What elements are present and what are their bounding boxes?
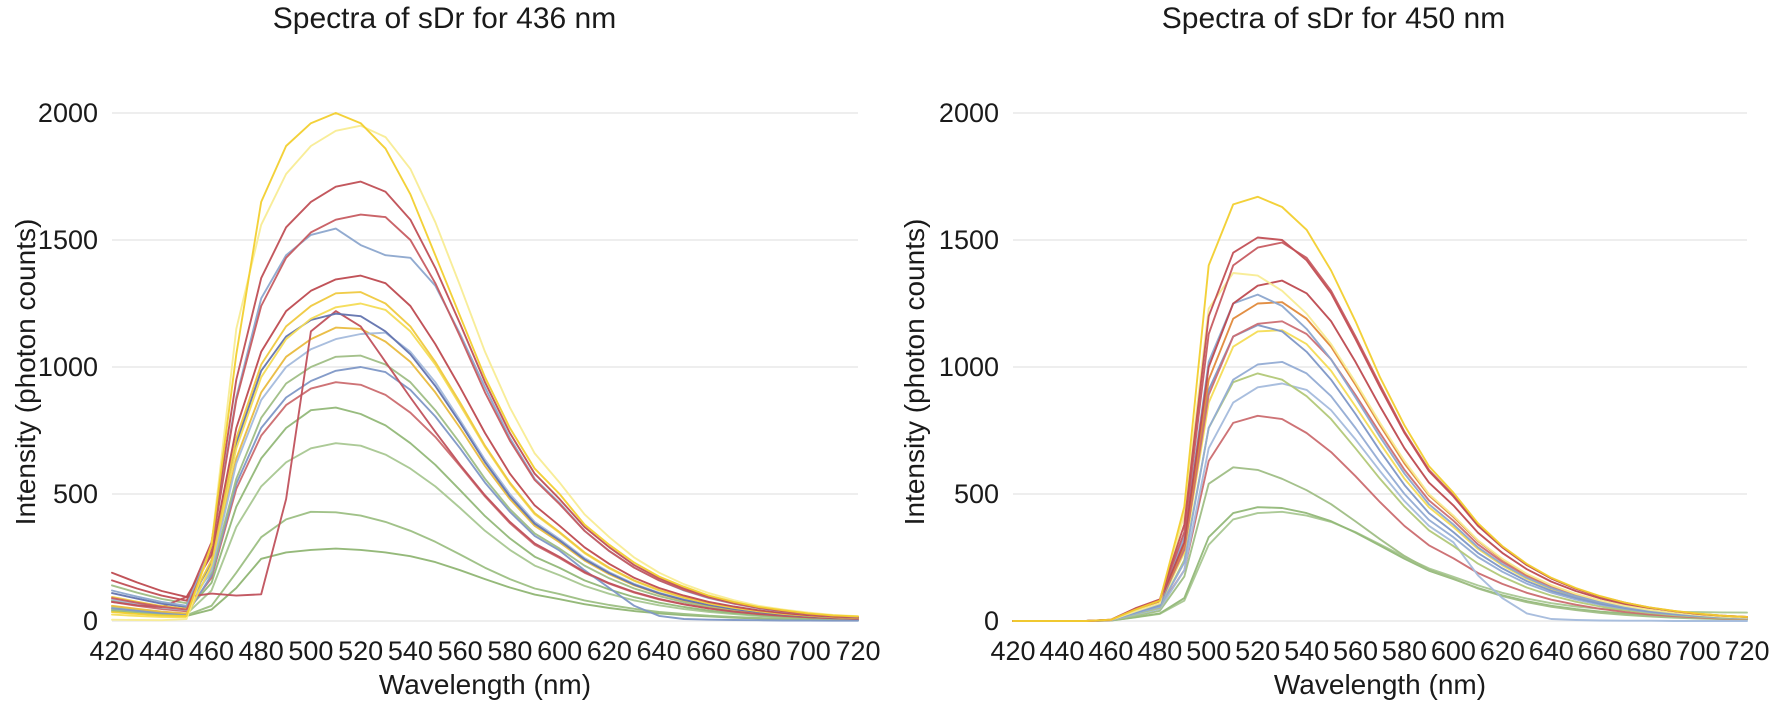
y-tick-label: 500 bbox=[953, 479, 999, 509]
x-tick-label: 640 bbox=[1528, 636, 1574, 666]
x-tick-label: 460 bbox=[188, 636, 234, 666]
x-tick-label: 420 bbox=[990, 636, 1036, 666]
spectrum-line-line-09 bbox=[111, 312, 859, 620]
x-tick-label: 620 bbox=[586, 636, 632, 666]
x-tick-label: 660 bbox=[1577, 636, 1623, 666]
spectrum-line-line-06 bbox=[1012, 293, 1748, 622]
spectrum-line-line-10 bbox=[1012, 329, 1748, 622]
x-tick-label: 700 bbox=[1675, 636, 1721, 666]
x-tick-label: 680 bbox=[736, 636, 782, 666]
x-tick-label: 680 bbox=[1626, 636, 1672, 666]
spectrum-line-line-11 bbox=[1012, 360, 1748, 622]
spectrum-line-line-16 bbox=[1012, 506, 1748, 622]
x-tick-label: 440 bbox=[1039, 636, 1085, 666]
spectrum-line-line-18 bbox=[111, 510, 859, 621]
y-tick-label: 1000 bbox=[37, 352, 98, 382]
spectrum-line-line-04 bbox=[111, 213, 859, 618]
x-tick-label: 600 bbox=[537, 636, 583, 666]
x-tick-label: 720 bbox=[835, 636, 881, 666]
y-tick-label: 1000 bbox=[938, 352, 999, 382]
x-tick-label: 500 bbox=[1186, 636, 1232, 666]
spectrum-line-line-13 bbox=[111, 354, 859, 620]
x-tick-label: 480 bbox=[238, 636, 284, 666]
spectrum-line-line-01 bbox=[111, 112, 859, 618]
x-tick-label: 420 bbox=[89, 636, 135, 666]
spectrum-line-line-09 bbox=[1012, 324, 1748, 622]
chart-title: Spectra of sDr for 450 nm bbox=[1161, 2, 1506, 35]
spectrum-line-line-07 bbox=[111, 291, 859, 619]
x-tick-label: 540 bbox=[387, 636, 433, 666]
x-tick-label: 540 bbox=[1284, 636, 1330, 666]
spectrum-line-line-12 bbox=[1012, 372, 1748, 622]
y-tick-label: 0 bbox=[983, 606, 999, 636]
spectrum-line-line-17 bbox=[111, 442, 859, 621]
spectrum-line-line-06 bbox=[111, 274, 859, 619]
x-tick-label: 620 bbox=[1479, 636, 1525, 666]
spectrum-line-line-03 bbox=[111, 180, 859, 618]
x-tick-label: 460 bbox=[1088, 636, 1134, 666]
y-tick-label: 500 bbox=[52, 479, 98, 509]
x-tick-label: 640 bbox=[636, 636, 682, 666]
chart-title: Spectra of sDr for 436 nm bbox=[272, 2, 617, 35]
chart-436: Spectra of sDr for 436 nm Intensity (pho… bbox=[10, 2, 881, 700]
spectrum-line-line-01 bbox=[1012, 195, 1748, 622]
x-tick-label: 580 bbox=[1381, 636, 1427, 666]
y-tick-label: 2000 bbox=[938, 98, 999, 128]
spectrum-line-line-14 bbox=[111, 366, 859, 622]
plot-area bbox=[1012, 112, 1748, 622]
x-tick-label: 720 bbox=[1724, 636, 1770, 666]
y-tick-label: 2000 bbox=[37, 98, 98, 128]
chart-450: Spectra of sDr for 450 nm Intensity (pho… bbox=[889, 0, 1778, 704]
x-tick-label: 660 bbox=[686, 636, 732, 666]
spectrum-line-line-02 bbox=[1012, 236, 1748, 622]
x-tick-label: 480 bbox=[1137, 636, 1183, 666]
x-tick-label: 560 bbox=[437, 636, 483, 666]
x-tick-label: 700 bbox=[785, 636, 831, 666]
x-tick-label: 520 bbox=[1235, 636, 1281, 666]
y-tick-label: 0 bbox=[82, 606, 98, 636]
plot-area bbox=[111, 112, 859, 622]
spectrum-line-line-16 bbox=[111, 406, 859, 621]
spectrum-line-line-02 bbox=[111, 124, 859, 622]
x-axis-label: Wavelength (nm) bbox=[1273, 669, 1487, 700]
x-tick-label: 560 bbox=[1333, 636, 1379, 666]
spectrum-line-line-15 bbox=[1012, 466, 1748, 622]
x-tick-label: 500 bbox=[288, 636, 334, 666]
y-tick-label: 1500 bbox=[37, 225, 98, 255]
spectrum-line-line-10 bbox=[111, 310, 859, 620]
spectrum-line-line-04 bbox=[1012, 272, 1748, 622]
x-tick-label: 580 bbox=[487, 636, 533, 666]
spectrum-line-line-14 bbox=[1012, 414, 1748, 622]
x-tick-label: 440 bbox=[139, 636, 185, 666]
x-tick-label: 600 bbox=[1430, 636, 1476, 666]
x-axis-label: Wavelength (nm) bbox=[378, 669, 592, 700]
y-tick-label: 1500 bbox=[938, 225, 999, 255]
x-tick-label: 520 bbox=[338, 636, 384, 666]
